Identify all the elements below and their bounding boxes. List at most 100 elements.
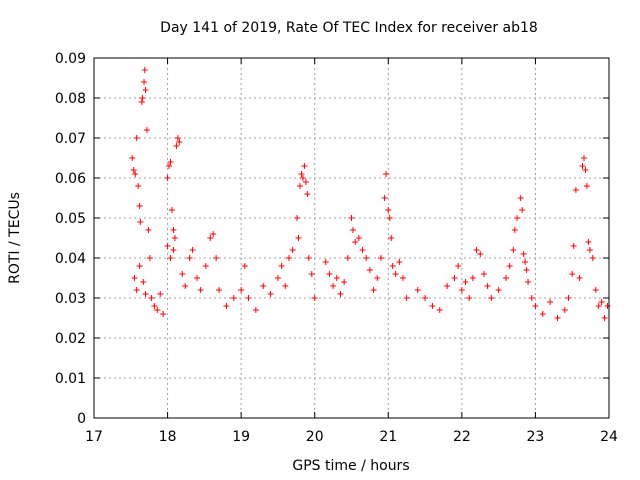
data-point <box>252 307 259 313</box>
data-point <box>503 275 509 281</box>
data-point <box>130 167 137 173</box>
data-point <box>173 143 180 149</box>
data-point <box>389 263 396 269</box>
data-point <box>495 287 502 293</box>
chart-title: Day 141 of 2019, Rate Of TEC Index for r… <box>160 20 538 36</box>
data-point <box>289 247 296 253</box>
data-point <box>579 163 586 169</box>
data-point <box>506 263 513 269</box>
data-point <box>436 307 443 313</box>
data-point <box>151 303 158 309</box>
y-tick-label: 0 <box>77 411 86 427</box>
data-point <box>484 283 491 289</box>
data-point <box>511 227 518 233</box>
y-tick-label: 0.07 <box>55 131 86 147</box>
y-axis-label: ROTI / TECUs <box>7 192 23 284</box>
data-point <box>383 171 390 177</box>
data-point <box>569 271 576 277</box>
data-point <box>480 271 487 277</box>
data-point <box>298 171 305 177</box>
data-point <box>514 215 521 221</box>
data-point <box>366 267 373 273</box>
data-point <box>148 295 155 301</box>
data-point <box>294 215 301 221</box>
data-point <box>202 263 209 269</box>
x-tick-label: 22 <box>453 429 471 445</box>
x-tick-label: 19 <box>232 429 250 445</box>
data-point <box>241 263 248 269</box>
x-tick-label: 24 <box>600 429 618 445</box>
data-point <box>142 87 149 93</box>
data-point <box>337 291 344 297</box>
data-point <box>374 275 381 281</box>
data-point <box>462 279 469 285</box>
data-point <box>582 167 589 173</box>
data-point <box>517 195 524 201</box>
data-point <box>604 303 611 309</box>
data-point <box>488 295 495 301</box>
data-point <box>174 135 181 141</box>
data-point <box>143 127 150 133</box>
data-point <box>554 315 561 321</box>
data-point <box>352 239 359 245</box>
data-point <box>561 307 568 313</box>
data-point <box>299 175 306 181</box>
data-point <box>322 259 329 265</box>
data-point <box>308 271 315 277</box>
data-point <box>580 155 587 161</box>
data-point <box>295 235 302 241</box>
data-point <box>170 227 177 233</box>
data-point <box>136 263 143 269</box>
data-point <box>451 275 458 281</box>
data-point <box>131 275 138 281</box>
x-axis-label: GPS time / hours <box>292 458 409 474</box>
data-point <box>189 247 196 253</box>
data-point <box>455 263 462 269</box>
data-point <box>589 255 596 261</box>
data-point <box>473 247 480 253</box>
data-point <box>132 171 139 177</box>
data-point <box>400 275 406 281</box>
data-point <box>519 207 526 213</box>
data-point <box>601 315 608 321</box>
data-point <box>176 139 183 145</box>
y-tick-label: 0.04 <box>55 251 86 267</box>
data-point <box>341 279 348 285</box>
data-point <box>539 311 546 317</box>
data-point <box>525 279 532 285</box>
data-point <box>154 307 161 313</box>
data-point <box>230 295 237 301</box>
data-point <box>182 283 189 289</box>
data-point <box>359 247 366 253</box>
data-point <box>210 231 217 237</box>
data-point <box>586 247 593 253</box>
data-point <box>422 295 429 301</box>
data-point <box>133 135 140 141</box>
data-point <box>520 251 527 257</box>
data-point <box>304 191 311 197</box>
data-point <box>186 255 193 261</box>
data-point <box>598 299 605 305</box>
data-point <box>377 255 384 261</box>
data-point <box>167 255 174 261</box>
data-point <box>160 311 167 317</box>
data-point <box>532 303 539 309</box>
grid-lines <box>94 58 609 418</box>
y-tick-label: 0.03 <box>55 291 86 307</box>
data-point <box>260 283 267 289</box>
data-point <box>145 227 152 233</box>
x-tick-label: 18 <box>159 429 177 445</box>
axis-ticks: 17 18 19 20 21 22 23 24 0 0.01 0.02 0.03 0.04 0.05 0.0… <box>55 51 618 445</box>
data-point <box>576 275 583 281</box>
data-point <box>547 299 554 305</box>
data-point <box>466 295 473 301</box>
data-point <box>135 183 142 189</box>
data-point <box>171 235 178 241</box>
data-point <box>133 287 140 293</box>
data-point <box>157 291 164 297</box>
data-point <box>330 283 337 289</box>
data-point <box>141 79 148 85</box>
y-tick-label: 0.08 <box>55 91 86 107</box>
